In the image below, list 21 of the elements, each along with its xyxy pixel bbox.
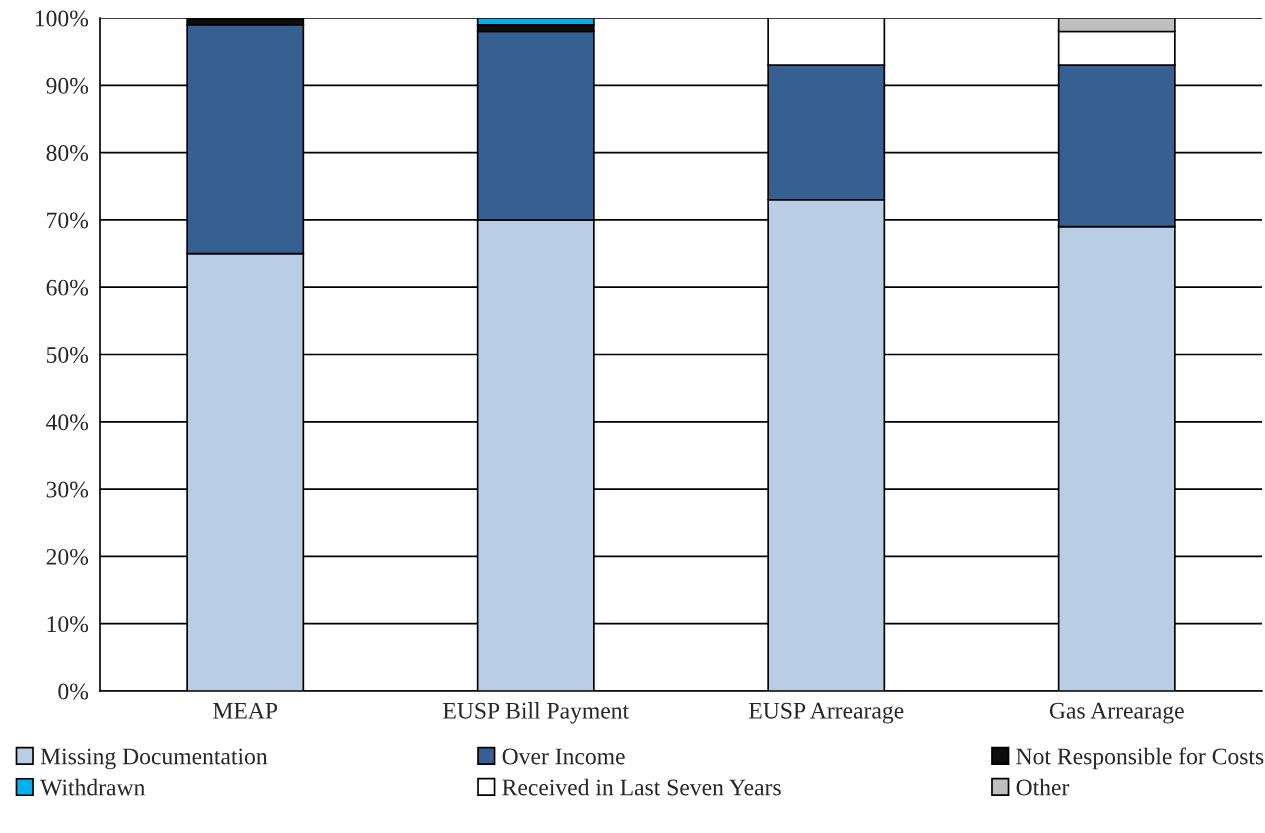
y-tick-label: 50% <box>46 346 89 363</box>
legend-label: Other <box>1016 778 1070 796</box>
legend-label: Missing Documentation <box>40 748 268 770</box>
y-tick-label: 20% <box>46 548 89 565</box>
y-tick-label: 90% <box>46 77 89 94</box>
y-tick-label: 100% <box>35 10 89 27</box>
x-tick-label: EUSP Bill Payment <box>443 702 629 724</box>
y-tick-label: 70% <box>47 212 89 229</box>
x-tick-label: Gas Arrearage <box>1049 702 1184 724</box>
y-tick-label: 30% <box>46 481 89 498</box>
y-tick-label: 40% <box>46 414 89 431</box>
legend-label: Not Responsible for Costs <box>1016 747 1264 770</box>
legend-label: Withdrawn <box>40 778 146 796</box>
x-tick-label: EUSP Arrearage <box>749 702 904 724</box>
y-tick-label: 60% <box>46 279 89 296</box>
legend-label: Received in Last Seven Years <box>502 778 781 796</box>
y-tick-label: 0% <box>58 683 89 700</box>
legend-label: Over Income <box>502 748 625 765</box>
y-tick-label: 10% <box>47 616 89 633</box>
y-tick-label: 80% <box>46 145 89 162</box>
x-tick-label: MEAP <box>213 702 278 719</box>
